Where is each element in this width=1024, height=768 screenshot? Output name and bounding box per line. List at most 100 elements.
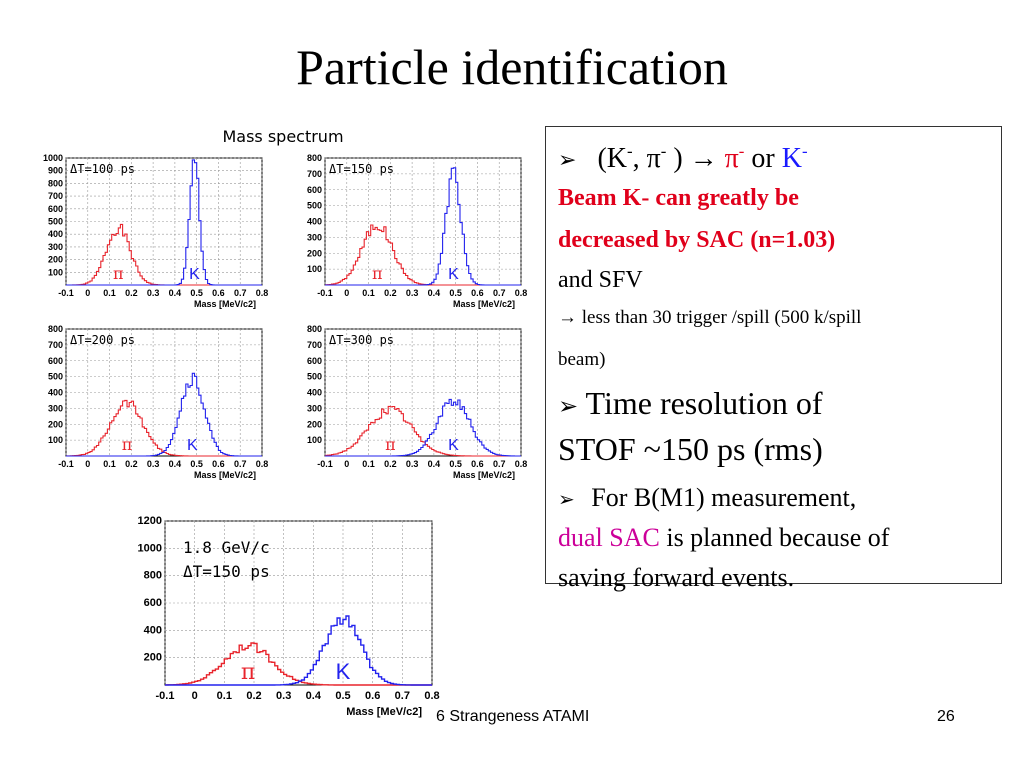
histogram-kaon — [325, 398, 521, 457]
x-tick-label: -0.1 — [317, 288, 333, 298]
y-tick-label: 800 — [307, 153, 322, 163]
x-tick-label: 0.7 — [493, 288, 506, 298]
x-tick-label: -0.1 — [58, 288, 74, 298]
x-tick-label: 0.7 — [234, 288, 247, 298]
mass-panel-5: -0.1 0 0.1 0.2 0.3 0.4 0.5 0.6 0.7 0.8 200 400 600 80… — [138, 515, 440, 718]
panel-annotation-2: ΔT=150 ps — [183, 562, 270, 581]
x-axis-label: Mass [MeV/c2] — [453, 470, 515, 480]
mass-panel-4: -0.1 0 0.1 0.2 0.3 0.4 0.5 0.6 0.7 0.8 100 200 300 40… — [307, 324, 527, 480]
x-tick-label: 0.1 — [217, 690, 232, 702]
beam-k-line1: Beam K- can greatly be — [558, 185, 799, 211]
y-tick-label: 300 — [48, 242, 63, 252]
x-tick-label: 0.5 — [335, 690, 350, 702]
x-tick-label: 0.1 — [362, 459, 375, 469]
x-tick-label: 0.6 — [471, 459, 484, 469]
y-tick-label: 200 — [48, 419, 63, 429]
y-tick-label: 500 — [48, 217, 63, 227]
series-label-kaon: K — [189, 266, 200, 283]
y-tick-label: 200 — [307, 248, 322, 258]
x-tick-label: 0.2 — [384, 459, 397, 469]
x-tick-label: 0 — [192, 690, 198, 702]
series-label-pion: π — [385, 435, 396, 454]
y-tick-label: 600 — [48, 204, 63, 214]
panel-annotation: ΔT=200 ps — [70, 333, 135, 347]
x-axis-label: Mass [MeV/c2] — [194, 470, 256, 480]
x-tick-label: 0.2 — [246, 690, 261, 702]
y-tick-label: 800 — [48, 178, 63, 188]
y-tick-label: 100 — [307, 435, 322, 445]
x-tick-label: -0.1 — [58, 459, 74, 469]
panel-annotation: ΔT=300 ps — [329, 333, 394, 347]
x-tick-label: 0.3 — [406, 459, 419, 469]
dual-sac-rest: is planned because of — [659, 523, 890, 552]
x-tick-label: 0 — [344, 288, 349, 298]
y-tick-label: 100 — [48, 267, 63, 277]
bullet-arrow-icon: ➢ — [558, 147, 577, 172]
x-tick-label: 0.6 — [365, 690, 380, 702]
series-label-kaon: K — [448, 437, 459, 454]
y-tick-label: 700 — [307, 340, 322, 350]
y-tick-label: 1000 — [43, 153, 63, 163]
footer-conference: 6 Strangeness ATAMI — [436, 708, 590, 725]
x-axis-label: Mass [MeV/c2] — [194, 299, 256, 309]
histogram-kaon — [325, 167, 521, 286]
bullet-arrow-icon: ➢ — [558, 394, 579, 420]
bullet-arrow-icon: ➢ — [558, 489, 575, 511]
chart-title: Mass spectrum — [222, 127, 343, 146]
y-tick-label: 800 — [144, 570, 162, 582]
y-tick-label: 400 — [307, 388, 322, 398]
x-tick-label: 0.7 — [493, 459, 506, 469]
x-tick-label: 0 — [344, 459, 349, 469]
x-tick-label: 0.8 — [515, 288, 528, 298]
y-tick-label: 800 — [48, 324, 63, 334]
dual-sac-highlight: dual SAC — [558, 523, 660, 552]
x-tick-label: 0.6 — [212, 459, 225, 469]
histogram-pion — [66, 399, 262, 457]
y-tick-label: 500 — [307, 372, 322, 382]
time-resolution-text: Time resolution of — [585, 385, 823, 421]
reaction-pion: π — [724, 143, 739, 174]
x-tick-label: 0.5 — [449, 288, 462, 298]
y-tick-label: 300 — [307, 403, 322, 413]
series-label-pion: π — [113, 264, 124, 283]
y-tick-label: 600 — [144, 597, 162, 609]
reaction-sup2: - — [660, 141, 667, 161]
y-tick-label: 700 — [48, 191, 63, 201]
x-tick-label: 0.3 — [276, 690, 291, 702]
reaction-or: or — [744, 143, 782, 174]
x-tick-label: 0.1 — [103, 288, 116, 298]
y-tick-label: 500 — [48, 372, 63, 382]
histogram-pion — [325, 405, 521, 457]
x-tick-label: 0.7 — [395, 690, 410, 702]
reaction-sup1: - — [626, 141, 633, 161]
x-tick-label: 0.1 — [362, 288, 375, 298]
y-tick-label: 800 — [307, 324, 322, 334]
y-tick-label: 700 — [48, 340, 63, 350]
x-axis-label: Mass [MeV/c2] — [346, 706, 422, 718]
reaction-kaon: K — [781, 143, 802, 174]
x-tick-label: 0.4 — [169, 288, 182, 298]
reaction-line: ➢ (K-, π- ) → π- or K- — [558, 143, 808, 175]
mass-panel-2: -0.1 0 0.1 0.2 0.3 0.4 0.5 0.6 0.7 0.8 100 200 300 40… — [307, 153, 527, 309]
panel-annotation: 1.8 GeV/c — [183, 538, 270, 557]
x-tick-label: 0.8 — [424, 690, 439, 702]
x-tick-label: 0.8 — [515, 459, 528, 469]
x-tick-label: 0.2 — [125, 459, 138, 469]
histogram-kaon — [66, 159, 262, 286]
y-tick-label: 400 — [48, 388, 63, 398]
x-tick-label: 0.8 — [256, 288, 269, 298]
panel-annotation: ΔT=150 ps — [329, 162, 394, 176]
time-resolution-line: ➢ Time resolution of — [558, 385, 823, 422]
x-tick-label: 0.5 — [449, 459, 462, 469]
y-tick-label: 100 — [307, 264, 322, 274]
y-tick-label: 600 — [48, 356, 63, 366]
series-label-pion: π — [372, 264, 383, 283]
y-tick-label: 500 — [307, 201, 322, 211]
forward-events-line: saving forward events. — [558, 563, 795, 592]
x-tick-label: 0.8 — [256, 459, 269, 469]
x-tick-label: 0 — [85, 288, 90, 298]
x-tick-label: 0.4 — [306, 690, 322, 702]
y-tick-label: 900 — [48, 166, 63, 176]
page-number: 26 — [937, 708, 955, 725]
x-tick-label: 0.3 — [147, 459, 160, 469]
